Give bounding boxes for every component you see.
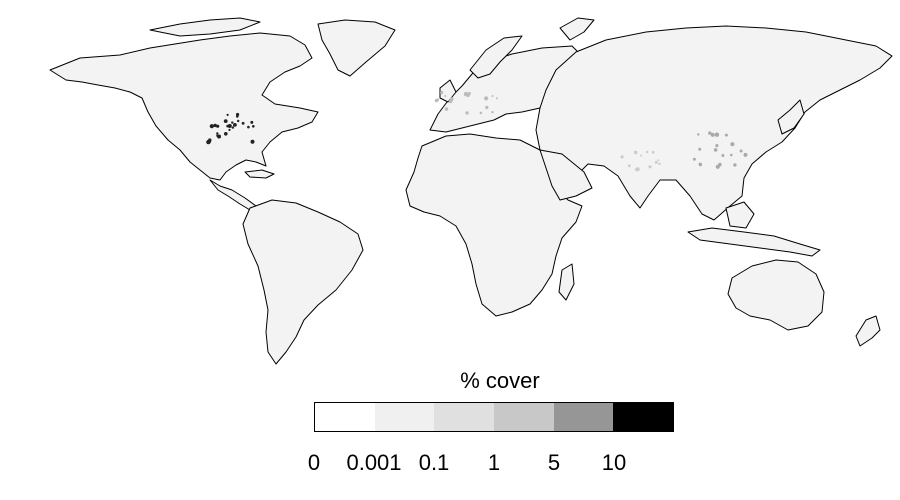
cover-hotspot bbox=[226, 124, 229, 128]
cover-hotspot bbox=[654, 160, 658, 164]
cover-hotspot bbox=[715, 144, 719, 148]
cover-hotspot bbox=[444, 95, 447, 97]
cover-hotspot bbox=[724, 133, 728, 137]
legend-tick-label: 0.1 bbox=[418, 450, 450, 475]
cover-hotspot bbox=[710, 132, 715, 137]
hotspot-layer bbox=[206, 90, 748, 172]
legend-tick-label: 1 bbox=[487, 450, 501, 475]
legend-tick-label: 0.001 bbox=[346, 450, 402, 475]
cover-hotspot bbox=[224, 132, 228, 136]
cover-hotspot bbox=[633, 150, 638, 155]
central-america bbox=[209, 179, 257, 211]
arabian-peninsula bbox=[539, 149, 593, 201]
cover-hotspot bbox=[713, 148, 718, 152]
cover-hotspot bbox=[730, 142, 735, 147]
british-isles bbox=[439, 79, 457, 103]
cover-hotspot bbox=[247, 125, 250, 129]
cover-hotspot bbox=[495, 97, 498, 100]
cover-hotspot bbox=[714, 132, 720, 137]
cover-hotspot bbox=[213, 123, 217, 128]
cover-hotspot bbox=[216, 132, 219, 135]
cover-hotspot bbox=[708, 131, 712, 135]
japan bbox=[777, 99, 805, 135]
borneo bbox=[725, 201, 755, 229]
legend-title: % cover bbox=[460, 368, 540, 393]
cover-hotspot bbox=[692, 157, 696, 161]
cover-hotspot bbox=[465, 111, 469, 115]
cover-hotspot bbox=[467, 92, 471, 95]
cover-hotspot bbox=[228, 128, 231, 131]
cover-hotspot bbox=[645, 150, 649, 154]
cover-hotspot bbox=[236, 115, 239, 118]
cover-hotspot bbox=[250, 139, 255, 144]
world-map bbox=[49, 17, 893, 365]
cover-hotspot bbox=[635, 167, 639, 172]
cover-hotspot bbox=[231, 121, 234, 124]
australia bbox=[727, 259, 825, 331]
cover-hotspot bbox=[440, 90, 444, 95]
cover-hotspot bbox=[226, 113, 229, 116]
cover-hotspot bbox=[730, 153, 733, 157]
cover-hotspot bbox=[484, 96, 489, 101]
madagascar bbox=[558, 263, 575, 301]
cover-hotspot bbox=[651, 150, 655, 154]
cover-hotspot bbox=[491, 95, 494, 97]
cover-hotspot bbox=[449, 97, 454, 101]
legend-swatch bbox=[553, 403, 614, 431]
cover-hotspot bbox=[479, 111, 483, 115]
greenland bbox=[317, 19, 396, 77]
legend-swatch bbox=[374, 403, 435, 431]
cover-hotspot bbox=[223, 119, 228, 123]
legend-swatch bbox=[315, 403, 375, 431]
cover-hotspot bbox=[743, 152, 748, 157]
legend-tick-label: 5 bbox=[547, 450, 561, 475]
cover-hotspot bbox=[485, 105, 489, 110]
cover-hotspot bbox=[491, 111, 494, 114]
cover-hotspot bbox=[216, 124, 220, 128]
cover-hotspot bbox=[227, 124, 232, 128]
cover-hotspot bbox=[658, 162, 661, 165]
africa bbox=[405, 133, 583, 317]
cover-hotspot bbox=[657, 159, 660, 162]
svalbard-novaya-zemlya bbox=[559, 17, 595, 41]
arctic-islands bbox=[149, 17, 261, 37]
cover-hotspot bbox=[444, 107, 449, 111]
legend-swatch bbox=[434, 403, 495, 431]
cover-hotspot bbox=[627, 164, 631, 168]
legend-swatch bbox=[613, 403, 674, 431]
legend-color-bar bbox=[314, 402, 674, 432]
cover-hotspot bbox=[733, 163, 737, 167]
cover-hotspot bbox=[434, 98, 439, 103]
cover-hotspot bbox=[252, 125, 255, 128]
new-zealand bbox=[855, 315, 881, 347]
cover-hotspot bbox=[739, 149, 743, 153]
legend-swatch bbox=[494, 403, 554, 431]
cover-hotspot bbox=[715, 164, 720, 169]
caribbean bbox=[244, 169, 275, 179]
cover-hotspot bbox=[237, 119, 240, 123]
cover-hotspot bbox=[721, 154, 725, 157]
asia bbox=[535, 25, 893, 221]
cover-hotspot bbox=[233, 123, 237, 127]
legend-tick-label: 0 bbox=[307, 450, 321, 475]
legend-tick-label: 10 bbox=[601, 450, 627, 475]
cover-hotspot bbox=[250, 120, 254, 124]
cover-hotspot bbox=[208, 140, 212, 143]
south-america bbox=[242, 199, 364, 365]
cover-hotspot bbox=[231, 126, 235, 129]
scandinavia bbox=[469, 35, 523, 79]
north-america bbox=[49, 32, 319, 181]
cover-hotspot bbox=[698, 147, 702, 151]
cover-hotspot bbox=[209, 124, 214, 129]
cover-hotspot bbox=[620, 155, 624, 159]
cover-hotspot bbox=[697, 133, 700, 136]
cover-hotspot bbox=[640, 154, 643, 157]
cover-hotspot bbox=[648, 165, 652, 169]
maritime-southeast-asia bbox=[687, 227, 821, 257]
cover-hotspot bbox=[698, 162, 703, 167]
cover-hotspot bbox=[241, 121, 245, 125]
cover-hotspot bbox=[217, 134, 221, 139]
